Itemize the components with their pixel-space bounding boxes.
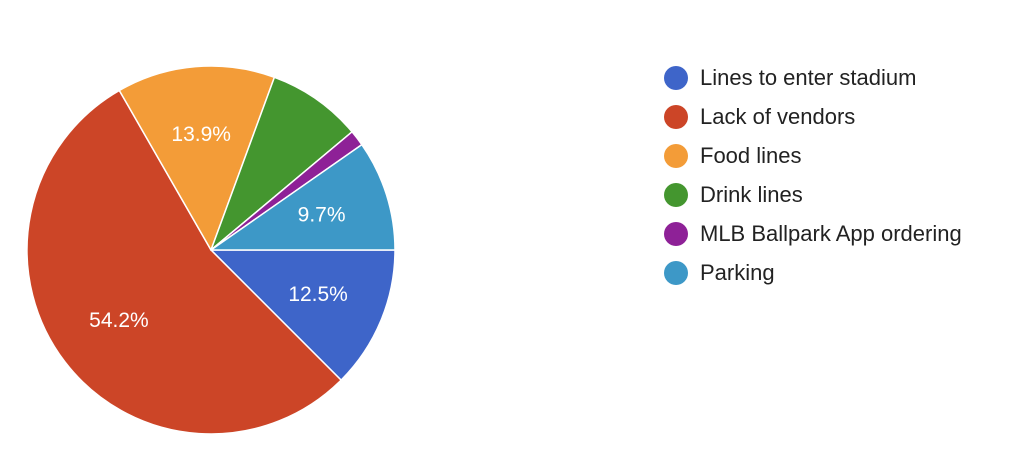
legend-label: Food lines	[700, 142, 802, 168]
pie-slice-parking	[210, 143, 396, 251]
legend-label: Parking	[700, 259, 775, 285]
legend-swatch	[664, 182, 688, 207]
pie-slice-drink-lines	[210, 76, 353, 251]
pie-slice-food-lines	[118, 65, 276, 251]
legend-label: Lack of vendors	[700, 103, 856, 129]
legend-swatch	[664, 104, 688, 129]
legend-swatch	[664, 143, 688, 168]
legend-item: Lines to enter stadium	[664, 58, 962, 97]
pie-slice-lines-to-enter-stadium	[210, 249, 396, 381]
legend-swatch	[664, 260, 688, 285]
legend-label: MLB Ballpark App ordering	[700, 220, 962, 246]
slice-label-lack-of-vendors: 54.2%	[89, 309, 149, 332]
legend-item: MLB Ballpark App ordering	[664, 214, 962, 253]
legend-item: Drink lines	[664, 175, 962, 214]
slice-label-parking: 9.7%	[298, 204, 346, 227]
legend-label: Drink lines	[700, 181, 803, 207]
legend-swatch	[664, 65, 688, 90]
slice-label-lines-to-enter-stadium: 12.5%	[288, 283, 348, 306]
pie-slice-lack-of-vendors	[26, 89, 342, 435]
legend-item: Lack of vendors	[664, 97, 962, 136]
slice-label-food-lines: 13.9%	[171, 123, 231, 146]
pie-chart: 12.5% 54.2% 13.9% 9.7%	[26, 65, 396, 435]
legend-swatch	[664, 221, 688, 246]
legend-item: Parking	[664, 253, 962, 292]
legend-item: Food lines	[664, 136, 962, 175]
legend: Lines to enter stadium Lack of vendors Foo…	[664, 58, 962, 292]
legend-label: Lines to enter stadium	[700, 64, 917, 90]
